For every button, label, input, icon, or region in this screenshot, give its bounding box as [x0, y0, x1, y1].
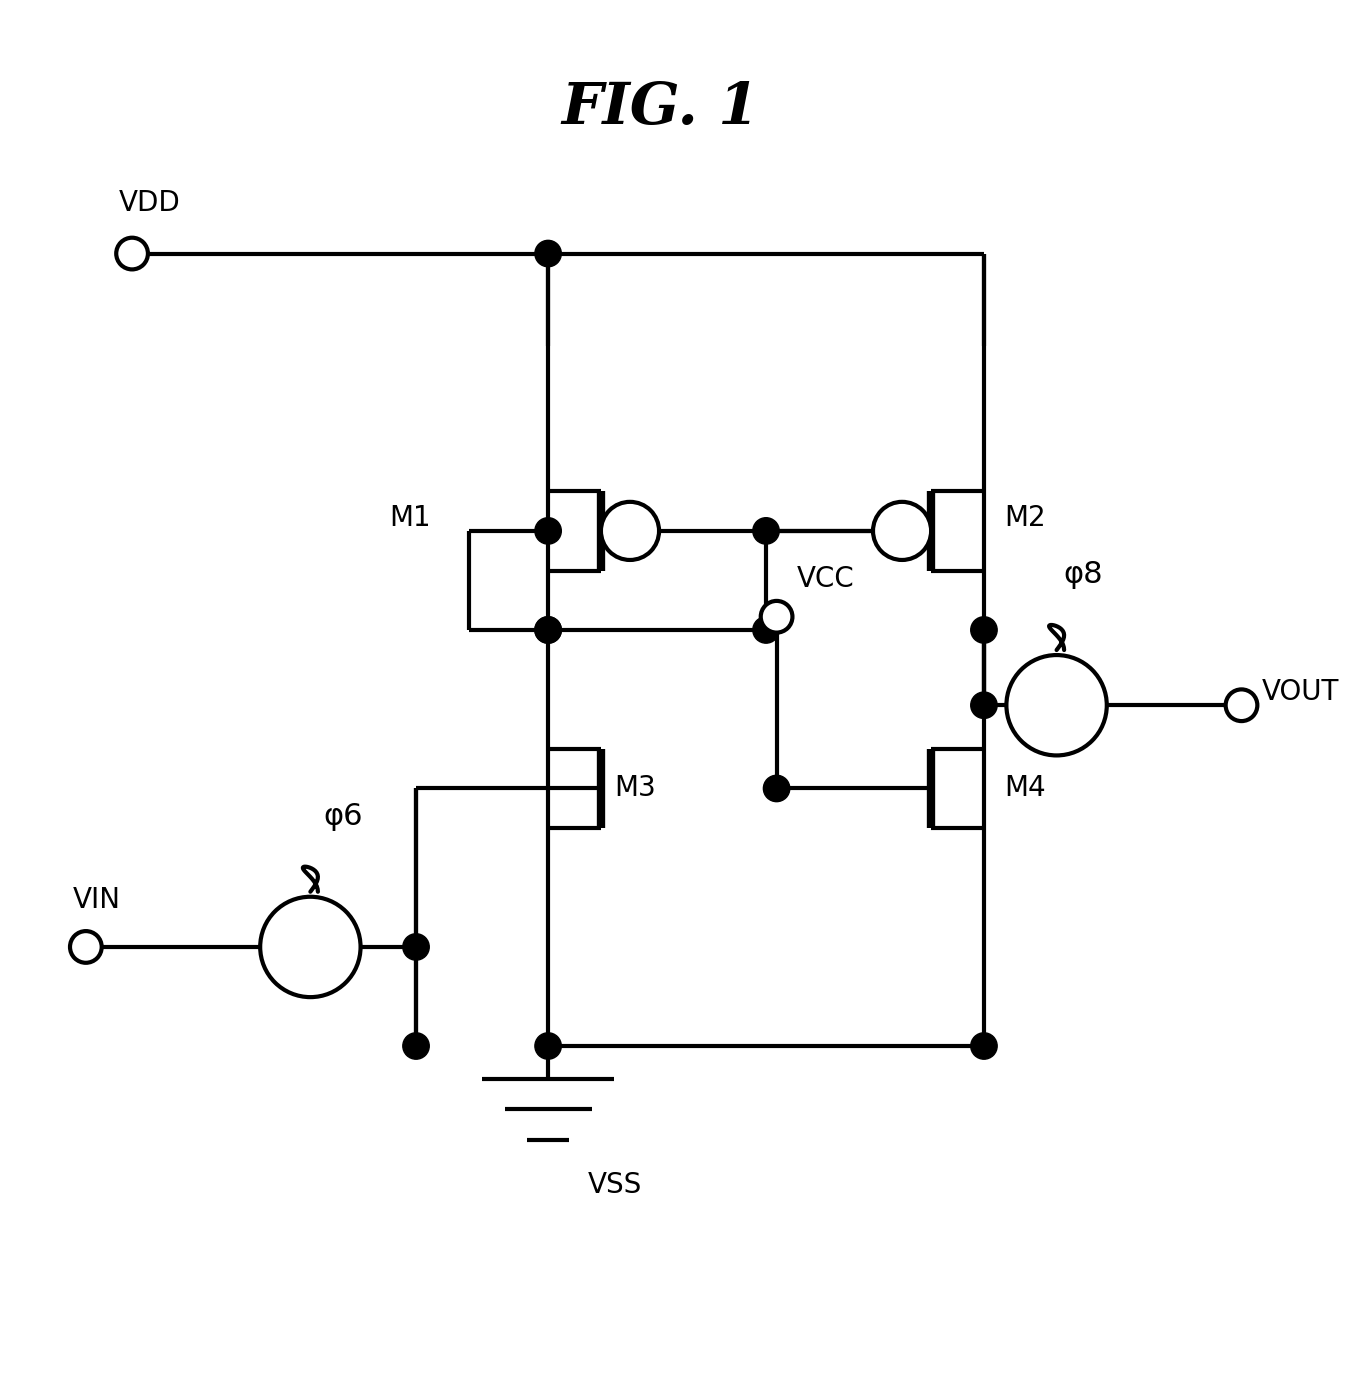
Text: M3: M3	[615, 774, 655, 802]
Circle shape	[116, 238, 147, 270]
Circle shape	[70, 931, 101, 963]
Circle shape	[535, 241, 561, 267]
Circle shape	[761, 601, 793, 632]
Text: VDD: VDD	[119, 188, 181, 217]
Circle shape	[535, 518, 561, 544]
Circle shape	[971, 1033, 997, 1059]
Text: M2: M2	[1004, 504, 1046, 532]
Text: VSS: VSS	[588, 1172, 642, 1200]
Circle shape	[535, 617, 561, 643]
Circle shape	[753, 617, 780, 643]
Circle shape	[873, 503, 931, 560]
Text: φ6: φ6	[324, 802, 363, 831]
Text: φ8: φ8	[1063, 560, 1102, 589]
Circle shape	[261, 896, 361, 997]
Text: VOUT: VOUT	[1262, 678, 1339, 706]
Circle shape	[403, 934, 430, 960]
Circle shape	[753, 518, 780, 544]
Circle shape	[403, 1033, 430, 1059]
Text: FIG. 1: FIG. 1	[562, 79, 759, 136]
Circle shape	[601, 503, 659, 560]
Circle shape	[1006, 656, 1106, 756]
Text: VIN: VIN	[73, 885, 120, 915]
Circle shape	[535, 1033, 561, 1059]
Text: M4: M4	[1004, 774, 1046, 802]
Circle shape	[971, 617, 997, 643]
Text: M1: M1	[389, 504, 431, 532]
Circle shape	[1225, 689, 1258, 721]
Circle shape	[535, 617, 561, 643]
Circle shape	[763, 775, 790, 802]
Circle shape	[971, 692, 997, 718]
Text: VCC: VCC	[796, 565, 854, 593]
